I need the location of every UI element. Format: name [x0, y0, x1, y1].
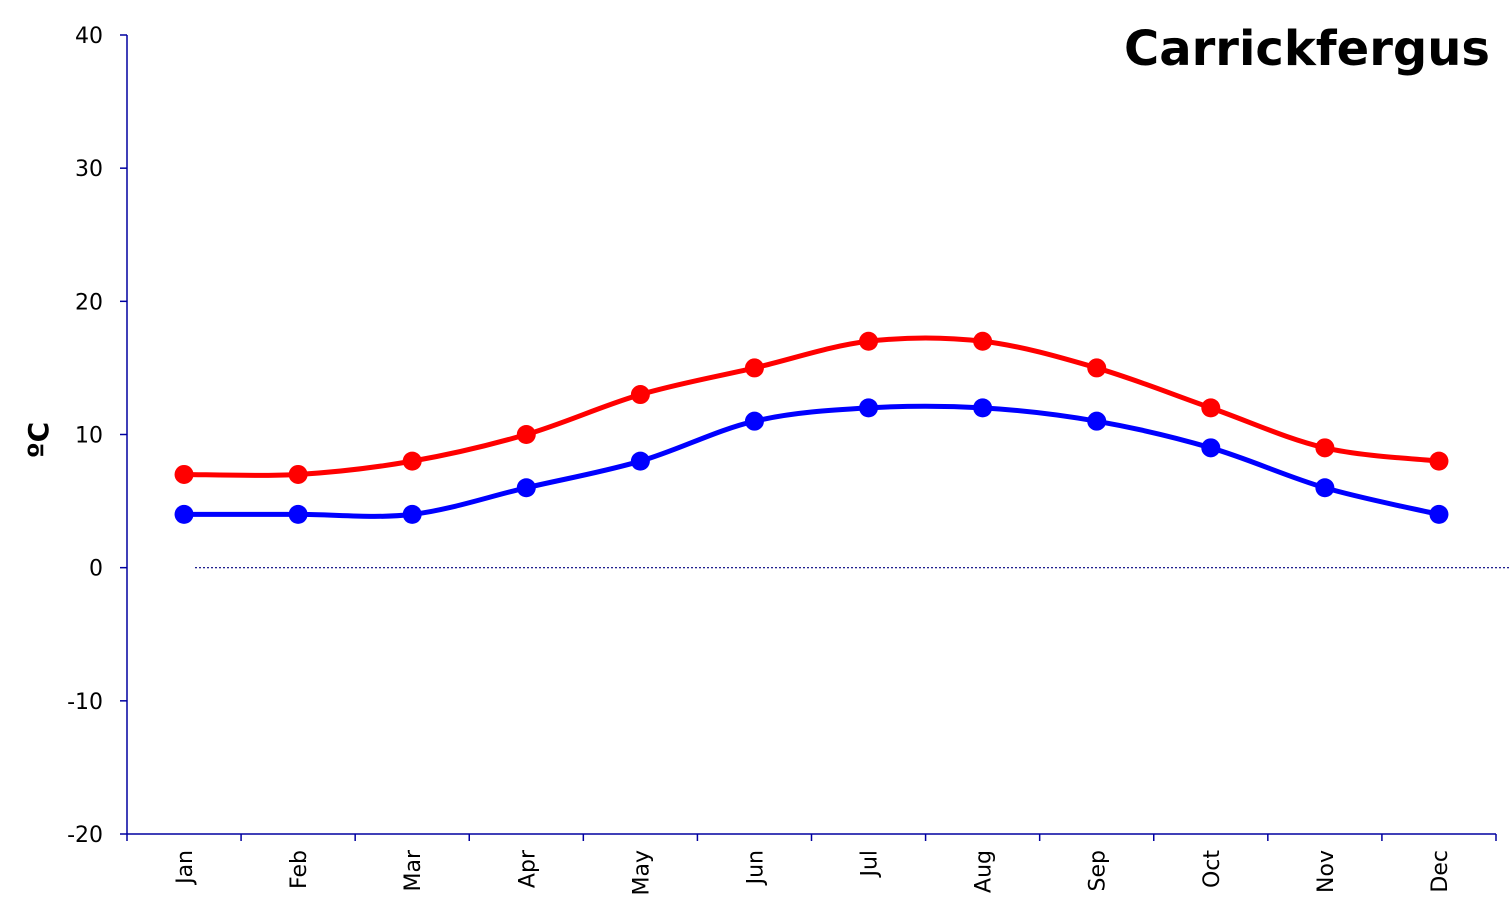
data-point: [744, 411, 764, 431]
x-tick-label: Nov: [1314, 850, 1339, 893]
series-layer: [174, 331, 1449, 524]
y-axis-label: ºC: [22, 422, 55, 458]
data-point: [402, 451, 422, 471]
series-line: [181, 335, 1442, 478]
series-1: [174, 331, 1449, 484]
data-point: [630, 385, 650, 405]
data-point: [174, 504, 194, 524]
data-point: [1087, 411, 1107, 431]
data-point: [1429, 504, 1449, 524]
data-point: [516, 478, 536, 498]
x-tick-label: Jan: [173, 850, 198, 886]
data-point: [744, 358, 764, 378]
x-tick-label: Oct: [1200, 850, 1225, 888]
x-tick-label: Jun: [743, 850, 768, 886]
x-tick-label: Sep: [1086, 850, 1111, 891]
x-tick-label: Mar: [401, 849, 426, 891]
chart-title: Carrickfergus: [1124, 21, 1490, 77]
x-tick-label: Dec: [1428, 850, 1453, 893]
x-tick-label: May: [629, 850, 654, 895]
y-tick-label: -10: [67, 690, 103, 715]
data-point: [174, 464, 194, 484]
data-point: [288, 504, 308, 524]
data-point: [973, 398, 993, 418]
series-2: [174, 398, 1449, 524]
data-point: [1315, 438, 1335, 458]
data-point: [1201, 438, 1221, 458]
y-tick-label: 20: [75, 290, 103, 315]
data-point: [1087, 358, 1107, 378]
data-point: [516, 425, 536, 444]
data-point: [1315, 478, 1335, 498]
data-point: [1201, 398, 1221, 418]
axes: -20 -10 0 10 20 30 40 Jan Feb Mar Apr May Jun Jul Aug S…: [67, 24, 1510, 895]
data-point: [402, 504, 422, 524]
y-tick-label: 40: [75, 24, 103, 49]
x-tick-label: Feb: [287, 850, 312, 889]
y-tick-label: -20: [67, 823, 103, 848]
data-point: [973, 331, 993, 351]
data-point: [859, 331, 879, 351]
y-tick-label: 30: [75, 157, 103, 182]
y-tick-label: 10: [75, 424, 103, 449]
data-point: [1429, 451, 1449, 471]
data-point: [859, 398, 879, 418]
data-point: [630, 451, 650, 471]
x-tick-label: Jul: [858, 850, 883, 879]
y-tick-label: 0: [89, 557, 103, 582]
data-point: [288, 464, 308, 484]
x-tick-label: Aug: [972, 850, 997, 893]
x-tick-label: Apr: [515, 849, 540, 888]
